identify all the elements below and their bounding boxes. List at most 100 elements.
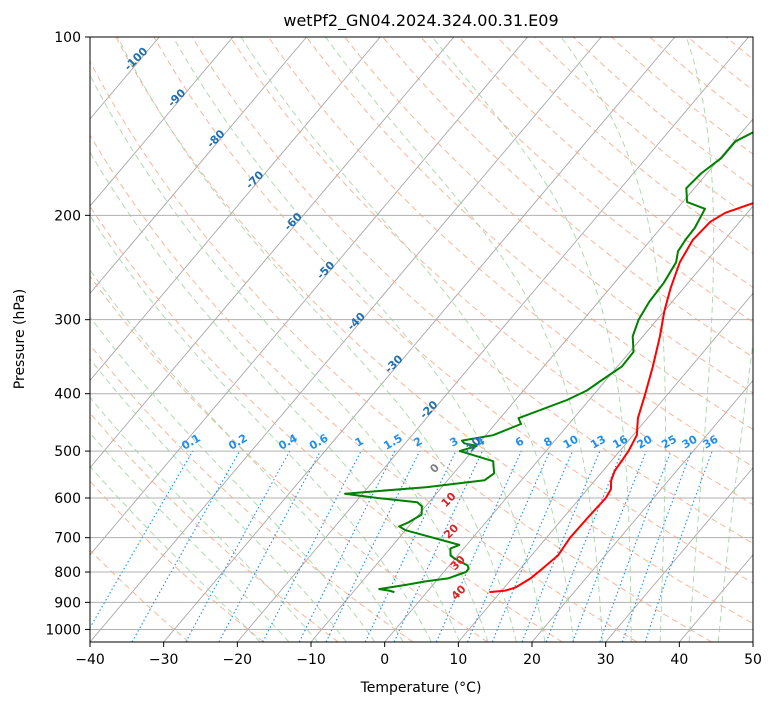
dry-adiabat-line xyxy=(382,37,753,358)
dry-adiabat-line xyxy=(611,37,753,155)
mixing-ratio-line xyxy=(131,450,241,642)
y-tick-label: 200 xyxy=(54,208,81,224)
mixing-ratio-line xyxy=(521,450,601,642)
mixing-ratio-line xyxy=(545,450,623,642)
mixing-ratio-line xyxy=(466,450,551,642)
dry-adiabat-label: -100 xyxy=(122,44,151,73)
moist-adiabat-line xyxy=(431,37,632,642)
mixing-ratio-label: 25 xyxy=(659,433,679,452)
moist-adiabat-line xyxy=(90,268,404,642)
mixing-ratio-label: 0.6 xyxy=(307,431,331,452)
y-tick-label: 500 xyxy=(54,444,81,460)
moist-adiabat-line xyxy=(117,37,517,642)
mixing-ratio-line xyxy=(491,450,574,642)
y-tick-label: 100 xyxy=(54,30,81,46)
isotherm-line xyxy=(0,37,12,642)
x-tick-label: −30 xyxy=(149,652,179,668)
dry-adiabat-label: -70 xyxy=(243,168,266,191)
dry-adiabat-line xyxy=(725,37,753,60)
chart-title: wetPf2_GN04.2024.324.00.31.E09 xyxy=(283,11,558,31)
isotherm-line xyxy=(163,37,676,642)
isotherm-line xyxy=(90,37,528,556)
moist-adiabat-line xyxy=(717,338,753,642)
x-tick-label: 40 xyxy=(670,652,688,668)
dry-adiabat-label: -90 xyxy=(165,86,188,109)
dewpoint-profile-line xyxy=(344,131,753,594)
isotherm-line xyxy=(605,466,753,642)
mixing-ratio-label: 3 xyxy=(448,435,461,450)
dry-adiabat-line xyxy=(496,37,753,254)
dry-adiabat-line xyxy=(458,37,753,289)
isotherm-line xyxy=(90,37,455,469)
moist-adiabat-line xyxy=(90,432,290,642)
isotherm-line xyxy=(90,37,234,207)
dry-adiabat-line xyxy=(153,37,753,584)
moist-adiabat-line xyxy=(90,396,319,642)
mixing-ratio-line xyxy=(435,450,522,642)
x-tick-label: −10 xyxy=(296,652,326,668)
moist-adiabat-line xyxy=(90,465,261,642)
mixing-ratio-line xyxy=(298,450,396,642)
moist-adiabat-line xyxy=(90,214,432,642)
mixing-ratio-line xyxy=(364,450,457,642)
isotherm-line xyxy=(90,37,602,642)
mixing-ratio-line xyxy=(90,450,194,629)
dry-adiabat-line xyxy=(191,37,753,544)
x-tick-label: 50 xyxy=(744,652,762,668)
moist-adiabat-line xyxy=(90,315,376,642)
dry-adiabat-label: -30 xyxy=(382,352,405,375)
temperature-profile-line xyxy=(489,202,753,594)
isotherm-line xyxy=(236,37,749,642)
dry-adiabat-line xyxy=(115,37,753,625)
mixing-ratio-label: 10 xyxy=(561,432,581,451)
x-tick-label: 10 xyxy=(449,652,467,668)
mixing-ratio-label: 2 xyxy=(411,435,424,450)
x-tick-label: −20 xyxy=(223,652,253,668)
mixing-ratio-line xyxy=(572,450,647,642)
y-axis-label: Pressure (hPa) xyxy=(12,289,28,389)
dry-adiabat-label: -40 xyxy=(345,310,368,333)
mixing-ratio-label: 6 xyxy=(513,434,526,449)
moist-adiabat-line xyxy=(172,37,546,642)
mixing-ratio-line xyxy=(325,450,421,642)
dry-adiabat-line xyxy=(764,37,775,642)
isotherm-line xyxy=(752,641,753,642)
mixing-ratio-line xyxy=(218,450,321,642)
mixing-ratio-line xyxy=(262,450,362,642)
mixing-ratio-label: 30 xyxy=(680,432,700,451)
mixing-ratio-line xyxy=(644,450,713,642)
y-tick-label: 700 xyxy=(54,531,81,547)
mixing-ratio-label: 16 xyxy=(610,432,630,451)
dry-adiabat-line xyxy=(90,275,488,642)
x-axis-label: Temperature (°C) xyxy=(360,680,482,696)
y-tick-label: 600 xyxy=(54,491,81,507)
dry-adiabat-line xyxy=(573,37,753,188)
dry-adiabat-line xyxy=(649,37,753,123)
dry-adiabat-label: -50 xyxy=(314,258,337,281)
dry-adiabat-line xyxy=(534,37,753,221)
moist-adiabat-label: 40 xyxy=(449,582,469,602)
moist-adiabat-line xyxy=(240,37,575,642)
series-layer xyxy=(344,131,753,594)
dry-adiabat-line xyxy=(90,205,563,642)
moist-adiabat-line xyxy=(685,37,715,642)
moist-adiabat-line xyxy=(90,358,347,642)
plot-frame xyxy=(89,36,754,643)
mixing-ratio-line xyxy=(393,450,483,642)
y-tick-label: 300 xyxy=(54,313,81,329)
moist-adiabat-line xyxy=(90,151,461,642)
dry-adiabat-line xyxy=(90,412,339,642)
dry-adiabat-label: -60 xyxy=(282,210,305,233)
dry-adiabat-label: -20 xyxy=(417,398,440,421)
moist-adiabat-line xyxy=(90,74,489,642)
dry-adiabat-line xyxy=(229,37,753,506)
dry-adiabat-line xyxy=(90,344,414,642)
dry-adiabat-line xyxy=(90,549,190,642)
y-tick-label: 900 xyxy=(54,595,81,611)
mixing-ratio-line xyxy=(599,450,672,642)
mixing-ratio-label: 0.2 xyxy=(226,432,249,453)
mixing-ratio-line xyxy=(185,450,291,642)
background-lines xyxy=(0,37,775,642)
mixing-ratio-label: 0.4 xyxy=(276,431,300,452)
